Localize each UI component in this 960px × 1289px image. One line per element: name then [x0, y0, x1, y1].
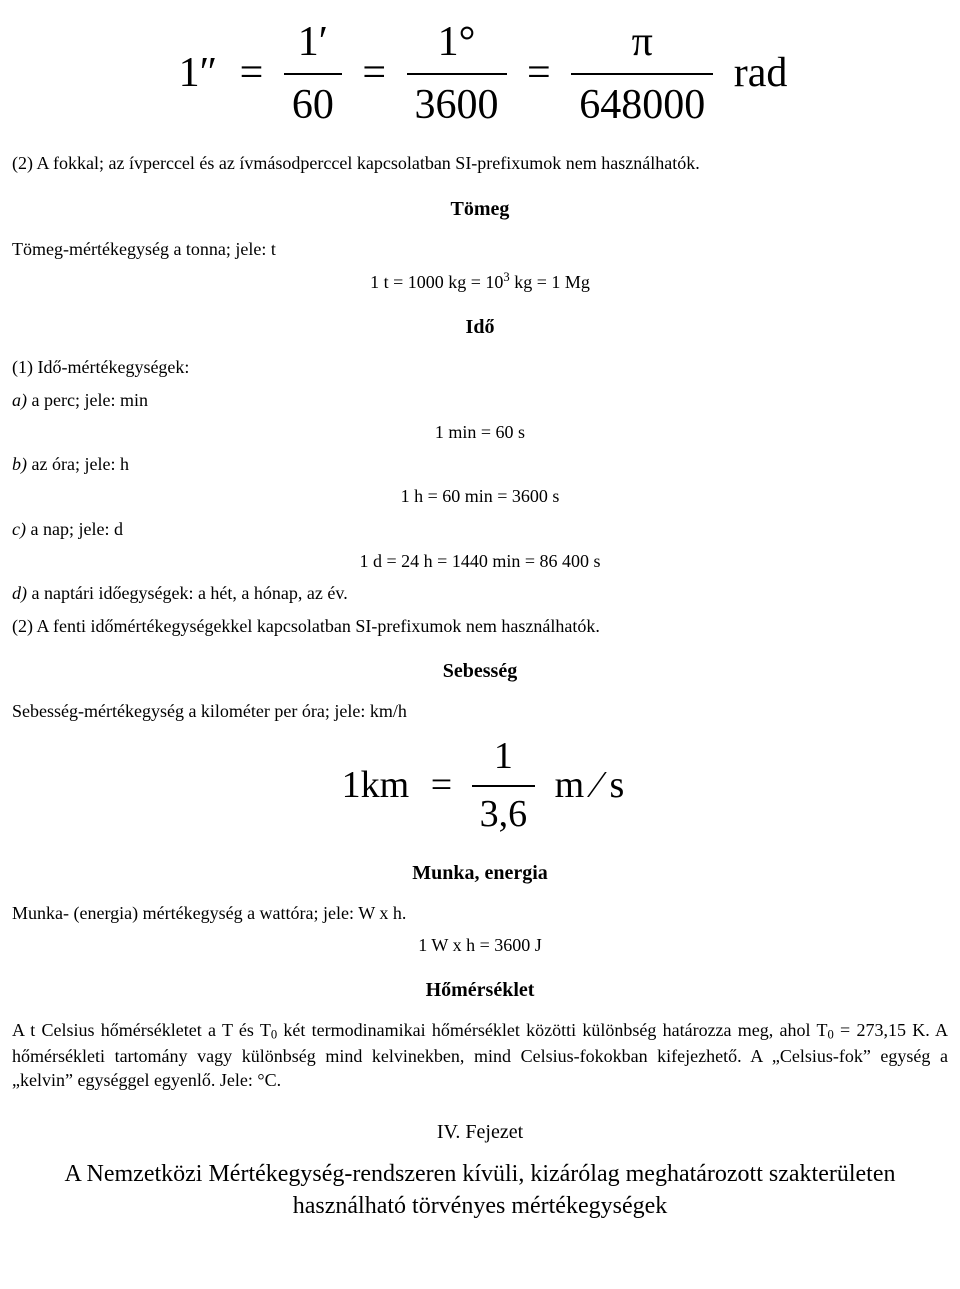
equals-sign: = — [356, 45, 392, 102]
munka-line: Munka- (energia) mértékegység a wattóra;… — [12, 901, 948, 925]
tomeg-line1: Tömeg-mértékegység a tonna; jele: t — [12, 237, 948, 261]
fraction-kmh: 1 3,6 — [472, 731, 536, 840]
formula-unit: m ⁄ s — [549, 760, 625, 811]
sebesseg-line: Sebesség-mértékegység a kilométer per ór… — [12, 699, 948, 723]
ido-b: b) az óra; jele: h — [12, 452, 948, 476]
fraction-2: 1° 3600 — [407, 14, 507, 133]
fraction-3: π 648000 — [571, 14, 713, 133]
section-title-tomeg: Tömeg — [12, 196, 948, 223]
section-title-homerseklet: Hőmérséklet — [12, 977, 948, 1004]
ido-c: c) a nap; jele: d — [12, 517, 948, 541]
homerseklet-para: A t Celsius hőmérsékletet a T és T0 két … — [12, 1018, 948, 1092]
paragraph-fokkal: (2) A fokkal; az ívperccel és az ívmásod… — [12, 151, 948, 175]
ido-a-eq: 1 min = 60 s — [12, 420, 948, 444]
chapter-title: A Nemzetközi Mértékegység-rendszeren kív… — [42, 1158, 918, 1223]
formula-lhs: 1″ — [173, 45, 224, 102]
section-title-ido: Idő — [12, 314, 948, 341]
formula-lhs: 1km — [336, 760, 416, 811]
formula-unit: rad — [728, 45, 788, 102]
ido-line2: (2) A fenti időmértékegységekkel kapcsol… — [12, 614, 948, 638]
formula-kmh: 1km = 1 3,6 m ⁄ s — [12, 731, 948, 840]
chapter-number: IV. Fejezet — [12, 1119, 948, 1146]
ido-d: d) a naptári időegységek: a hét, a hónap… — [12, 581, 948, 605]
equals-sign: = — [234, 45, 270, 102]
munka-eq: 1 W x h = 3600 J — [12, 933, 948, 957]
ido-a: a) a perc; jele: min — [12, 388, 948, 412]
equals-sign: = — [521, 45, 557, 102]
section-title-sebesseg: Sebesség — [12, 658, 948, 685]
ido-c-eq: 1 d = 24 h = 1440 min = 86 400 s — [12, 549, 948, 573]
formula-arcsecond: 1″ = 1′ 60 = 1° 3600 = π 648000 rad — [12, 14, 948, 133]
equals-sign: = — [425, 760, 458, 811]
section-title-munka: Munka, energia — [12, 860, 948, 887]
ido-b-eq: 1 h = 60 min = 3600 s — [12, 484, 948, 508]
tomeg-equation: 1 t = 1000 kg = 103 kg = 1 Mg — [12, 269, 948, 294]
fraction-1: 1′ 60 — [284, 14, 342, 133]
ido-line1: (1) Idő-mértékegységek: — [12, 355, 948, 379]
